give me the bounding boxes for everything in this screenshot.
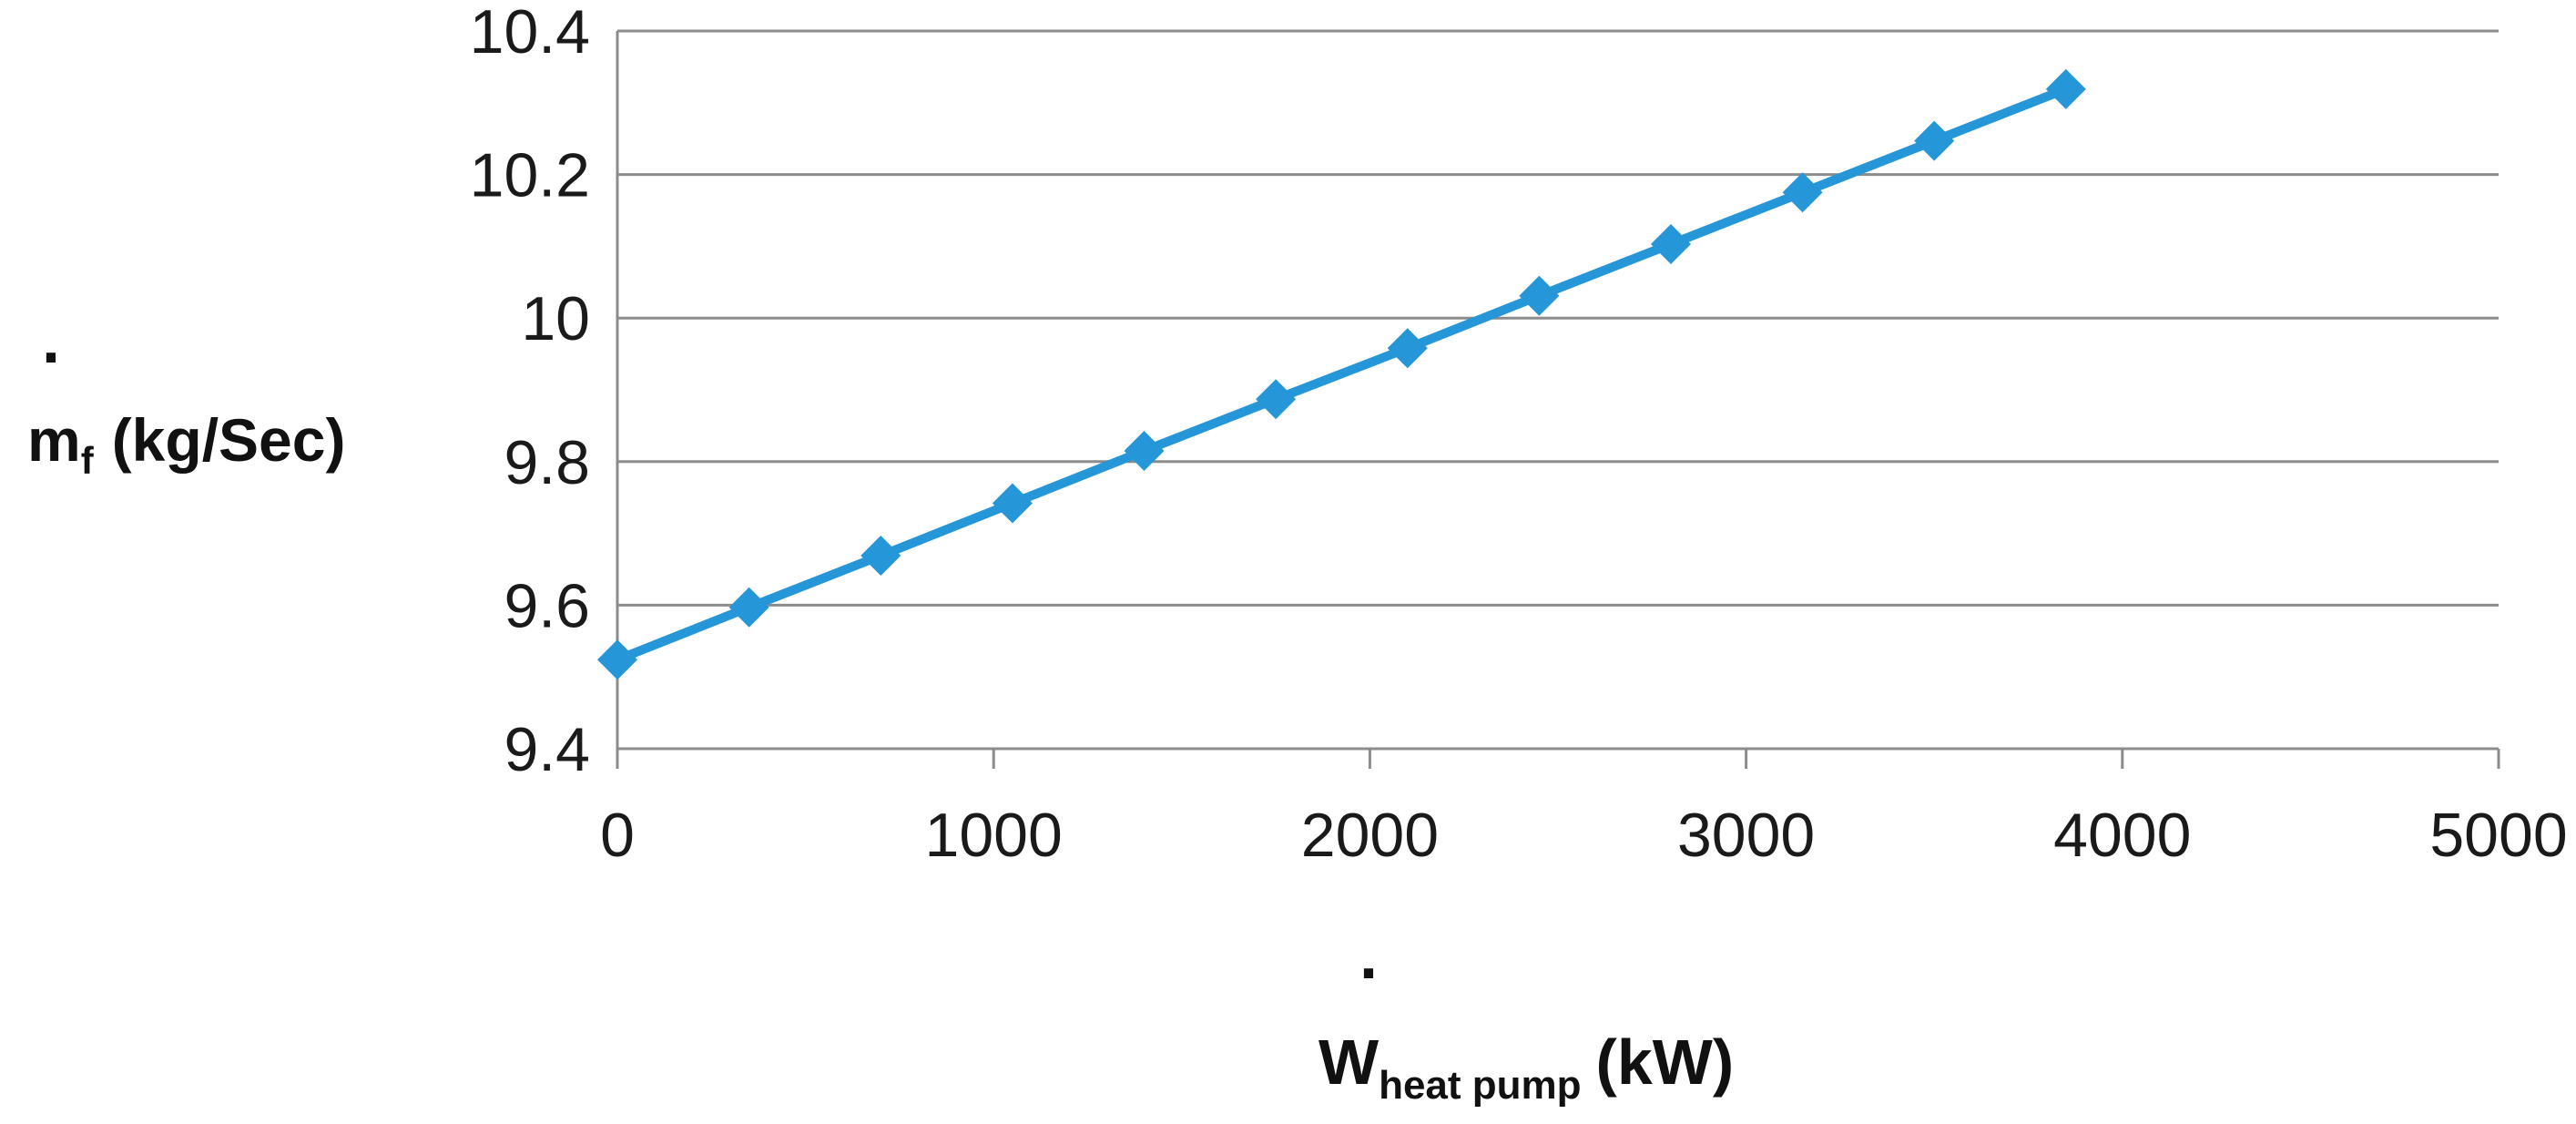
y-axis-title: . mf (kg/Sec) (27, 304, 345, 482)
x-tick-label: 1000 (925, 801, 1063, 870)
x-axis-title-unit: (kW) (1596, 1027, 1735, 1098)
data-point-marker (1650, 224, 1691, 265)
data-point-marker (1914, 120, 1955, 161)
data-point-marker (860, 536, 901, 577)
data-point-marker (1519, 275, 1560, 316)
x-tick-label: 3000 (1677, 801, 1815, 870)
y-tick-label: 9.6 (504, 571, 590, 640)
series-line (613, 84, 2071, 665)
x-tick-label: 2000 (1301, 801, 1439, 870)
x-axis-title: . Wheat pump (kW) (1319, 920, 1734, 1108)
data-point-marker (1124, 430, 1165, 471)
y-axis-title-subscript: f (81, 439, 95, 482)
y-axis-title-base: m (27, 406, 81, 474)
x-tick-labels: 0 1000 2000 3000 4000 5000 (600, 801, 2568, 870)
x-axis-title-dot: . (1359, 920, 1378, 993)
axes (616, 31, 2500, 769)
data-series (597, 68, 2086, 680)
x-tick-label: 0 (600, 801, 635, 870)
y-tick-label: 10.4 (470, 0, 590, 66)
y-tick-labels: 9.4 9.6 9.8 10 10.2 10.4 (470, 0, 590, 784)
y-tick-label: 9.4 (504, 715, 590, 784)
x-tick-label: 5000 (2429, 801, 2567, 870)
x-axis-title-subscript: heat pump (1379, 1063, 1581, 1108)
y-tick-label: 10 (521, 284, 590, 353)
data-point-marker (1782, 172, 1823, 213)
data-point-marker (2045, 68, 2086, 109)
y-axis-title-unit: (kg/Sec) (112, 406, 346, 474)
gridlines (617, 29, 2499, 607)
data-point-marker (1387, 328, 1428, 369)
x-axis-title-base: W (1319, 1027, 1379, 1098)
x-tick-label: 4000 (2053, 801, 2191, 870)
data-point-marker (992, 483, 1033, 524)
svg-text:Wheat pump(kW): Wheat pump (kW) (1319, 1027, 1734, 1108)
svg-text:mf(kg/Sec): mf (kg/Sec) (27, 406, 345, 482)
y-axis-title-dot: . (42, 304, 60, 377)
data-point-marker (728, 587, 769, 628)
data-point-marker (1256, 379, 1297, 420)
y-tick-label: 10.2 (470, 141, 590, 210)
y-tick-label: 9.8 (504, 428, 590, 497)
data-point-marker (597, 639, 637, 680)
